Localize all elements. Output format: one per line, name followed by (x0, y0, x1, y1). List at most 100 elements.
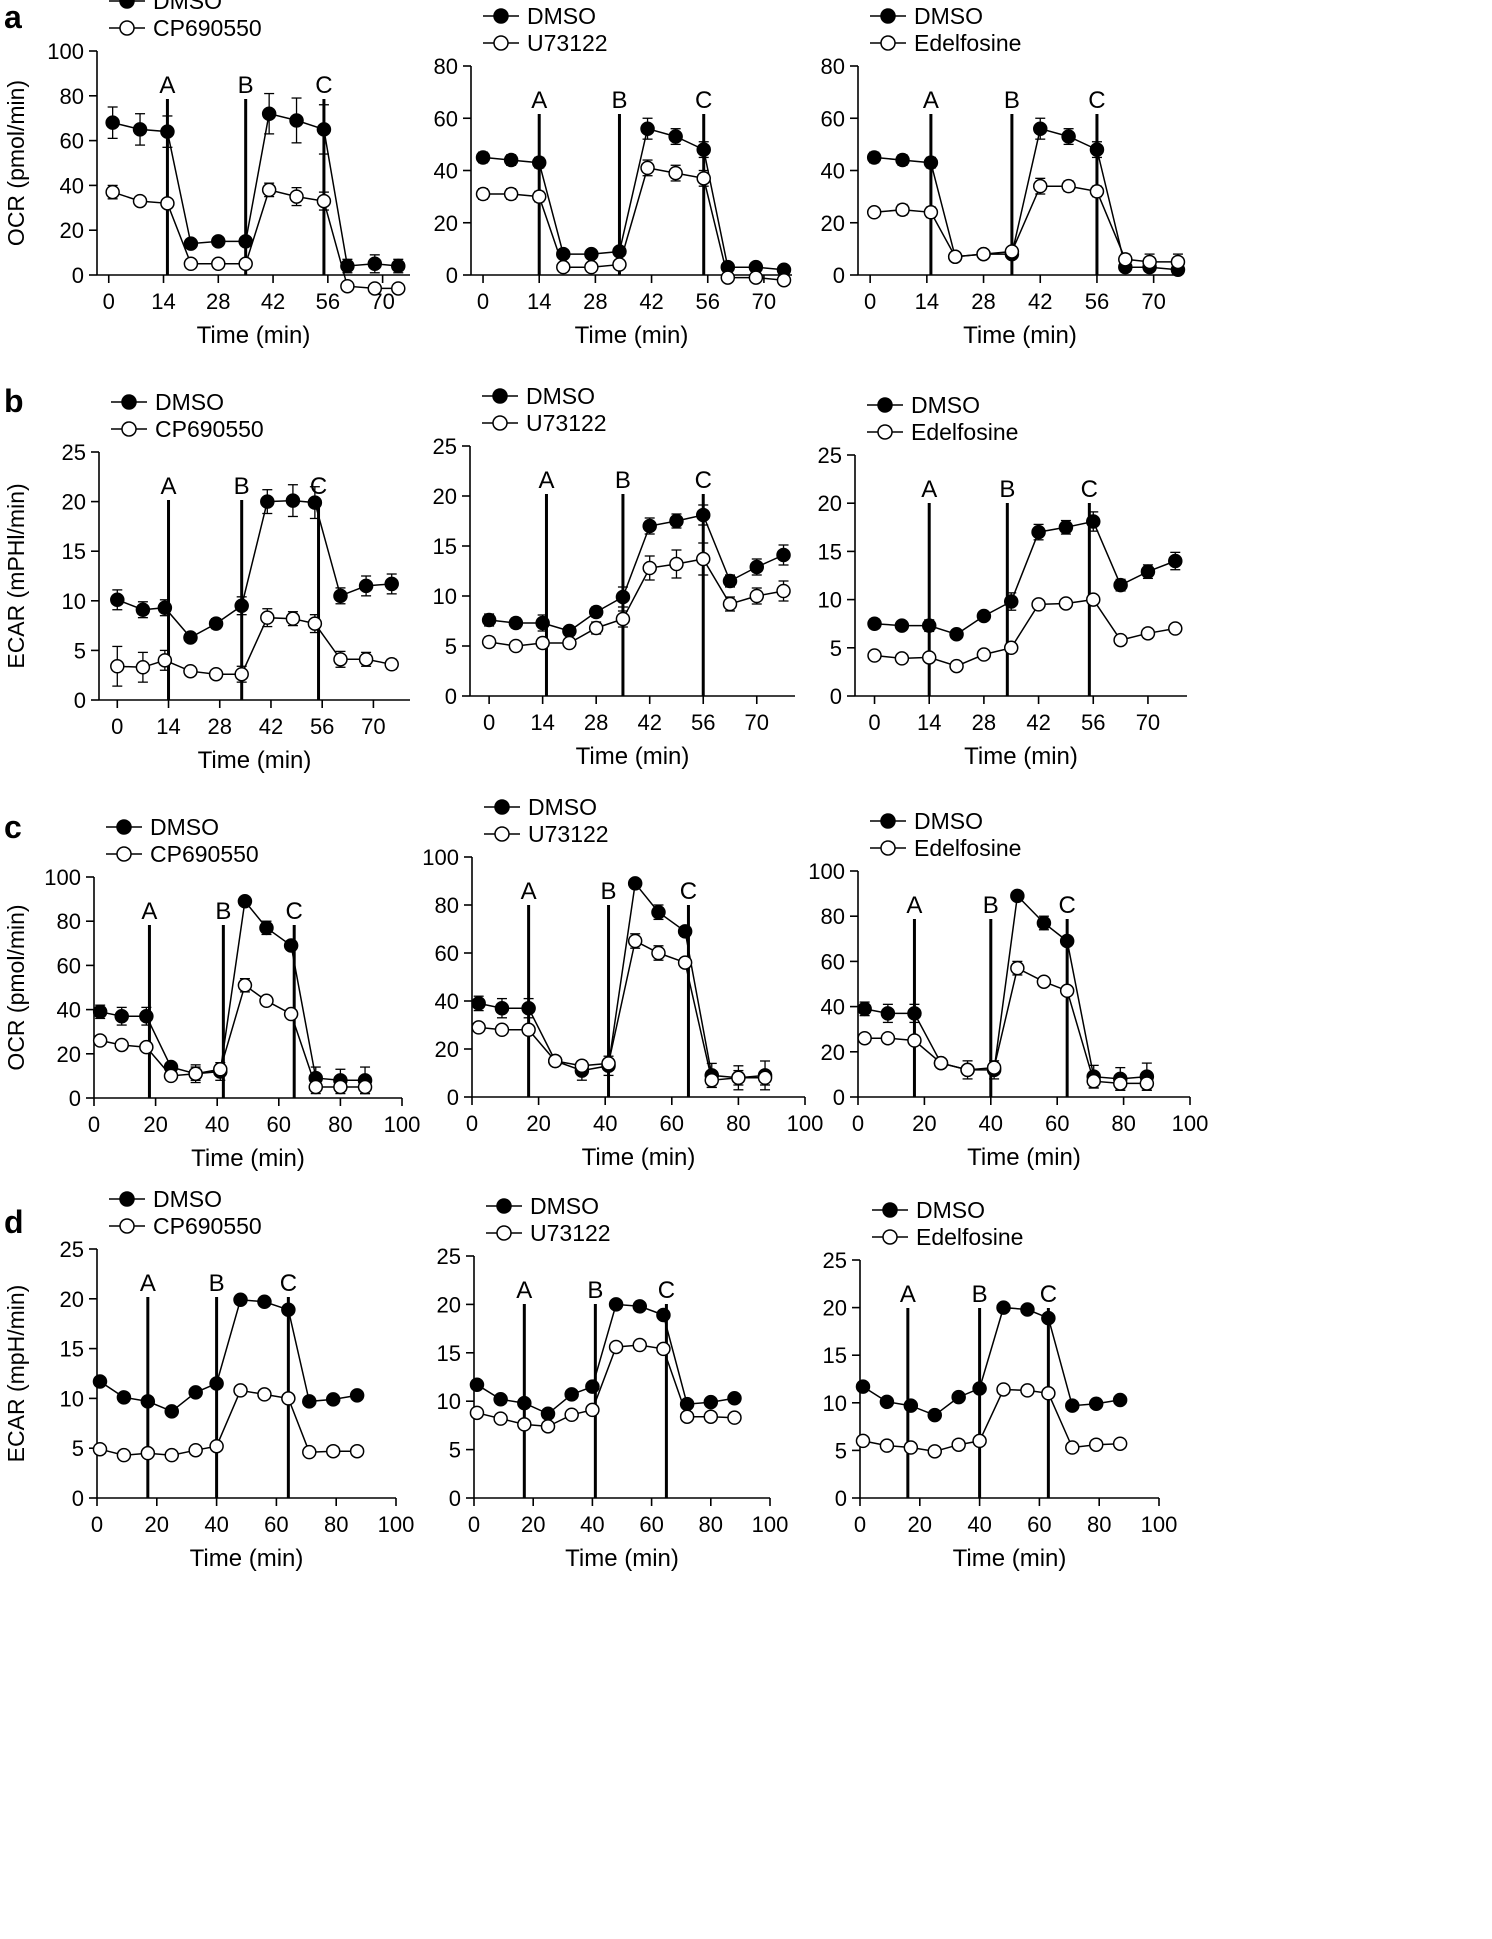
data-point (209, 1438, 224, 1454)
y-tick-label: 20 (435, 1037, 459, 1062)
legend-marker (496, 1225, 512, 1241)
chart-d1: 0 5 10 15 20 25 0 20 40 60 80 100 Time (min) ECAR (mp… (3, 1186, 414, 1572)
x-tick-label: 0 (854, 1512, 866, 1537)
series-line (112, 189, 399, 290)
data-point (749, 588, 765, 604)
data-point (132, 122, 148, 137)
data-point (261, 106, 277, 121)
data-point (1041, 1386, 1056, 1401)
series-DMSO (855, 1300, 1128, 1423)
data-point (391, 258, 406, 274)
data-point (608, 1297, 624, 1312)
data-point (601, 1056, 616, 1071)
data-point (1061, 178, 1076, 194)
data-point (1168, 621, 1183, 636)
series-line (874, 598, 1176, 667)
legend-marker (121, 394, 137, 410)
data-point (907, 1033, 922, 1048)
x-tick-label: 40 (967, 1512, 991, 1537)
x-tick-label: 0 (483, 710, 495, 735)
x-tick-label: 28 (971, 289, 995, 314)
legend-label: U73122 (528, 821, 609, 847)
data-point (921, 618, 937, 633)
data-point (164, 1447, 179, 1463)
y-tick-label: 60 (60, 129, 84, 154)
y-tick-label: 25 (60, 1237, 84, 1262)
data-point (325, 1443, 341, 1459)
y-tick-label: 40 (821, 995, 845, 1020)
y-tick-label: 10 (437, 1389, 461, 1414)
data-point (894, 651, 910, 666)
x-tick-label: 56 (691, 710, 715, 735)
x-tick-label: 28 (972, 710, 996, 735)
data-point (257, 1294, 272, 1310)
data-point (894, 618, 910, 633)
injection-label-C: C (286, 898, 303, 925)
legend-marker (880, 813, 896, 829)
data-point (907, 1006, 922, 1021)
data-point (562, 635, 577, 651)
x-tick-label: 40 (593, 1111, 617, 1136)
series-Edelfosine (857, 960, 1155, 1091)
series-line (862, 1306, 1121, 1417)
legend-marker (492, 415, 508, 431)
injection-label-C: C (658, 1277, 675, 1304)
data-point (233, 1383, 248, 1398)
data-point (986, 1060, 1002, 1075)
y-tick-label: 60 (435, 941, 459, 966)
data-point (208, 616, 224, 631)
data-point (358, 652, 374, 667)
x-tick-label: 14 (527, 289, 551, 314)
data-point (642, 518, 657, 534)
data-point (1112, 1436, 1128, 1451)
data-point (384, 657, 399, 672)
injection-label-A: A (159, 72, 175, 99)
x-axis-label: Time (min) (197, 322, 311, 349)
injection-label-A: A (900, 1281, 916, 1308)
x-tick-label: 42 (259, 714, 283, 739)
data-point (157, 600, 173, 615)
y-tick-label: 40 (821, 159, 845, 184)
legend-entry-U73122: U73122 (482, 410, 607, 436)
injection-label-B: B (1004, 87, 1020, 114)
data-point (110, 659, 125, 674)
data-point (188, 1066, 203, 1081)
chart-c2: 0 20 40 60 80 100 0 20 40 60 80 100 Time (min) A B C DMS… (422, 794, 823, 1171)
series-CP690550 (92, 1383, 365, 1463)
x-tick-label: 70 (745, 710, 769, 735)
series-line (478, 939, 765, 1082)
series-DMSO (105, 92, 406, 274)
data-point (238, 256, 253, 272)
injection-label-A: A (906, 892, 922, 919)
x-tick-label: 60 (639, 1512, 663, 1537)
data-point (1089, 142, 1105, 157)
legend-marker (877, 397, 893, 413)
injection-label-B: B (209, 1270, 225, 1297)
data-point (588, 620, 604, 636)
data-point (259, 920, 274, 936)
x-tick-label: 56 (1085, 289, 1109, 314)
x-tick-label: 0 (868, 710, 880, 735)
series-DMSO (110, 484, 399, 645)
data-point (1036, 974, 1052, 989)
injection-label-B: B (238, 72, 254, 99)
x-tick-label: 80 (726, 1111, 750, 1136)
legend-marker (119, 20, 135, 36)
data-point (493, 1392, 508, 1407)
data-point (976, 647, 992, 662)
legend-entry-CP690550: CP690550 (111, 416, 264, 442)
data-point (283, 1006, 299, 1022)
legend-entry-DMSO: DMSO (109, 0, 222, 14)
y-tick-label: 0 (74, 688, 86, 713)
series-Edelfosine (866, 177, 1186, 271)
data-point (139, 1039, 154, 1055)
y-tick-label: 60 (821, 106, 845, 131)
data-point (140, 1394, 156, 1409)
injection-label-B: B (601, 878, 617, 905)
legend-label: DMSO (150, 814, 219, 840)
data-point (679, 1409, 695, 1424)
legend-entry-CP690550: CP690550 (109, 15, 262, 41)
injection-label-A: A (521, 878, 537, 905)
data-point (1020, 1302, 1035, 1317)
